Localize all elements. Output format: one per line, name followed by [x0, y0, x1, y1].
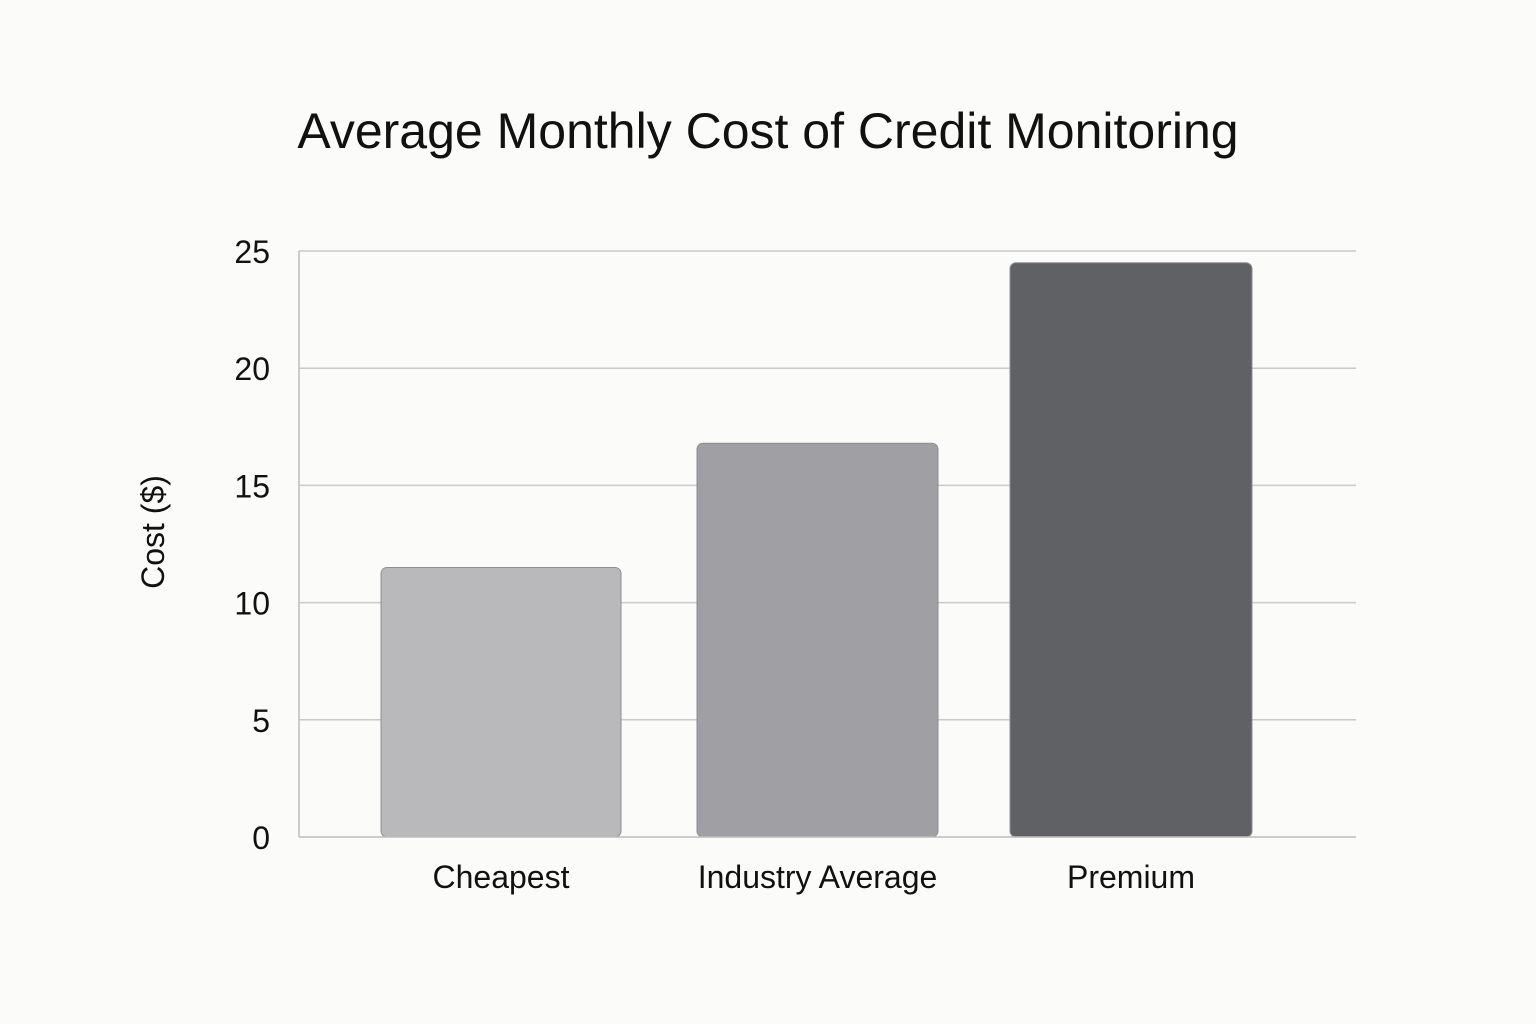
x-axis-ticks: Cheapest Industry Average Premium — [433, 859, 1196, 895]
y-tick-label: 10 — [234, 586, 270, 622]
x-tick-label: Cheapest — [433, 859, 570, 895]
y-tick-label: 15 — [234, 468, 270, 504]
x-tick-label: Industry Average — [698, 859, 938, 895]
y-tick-label: 5 — [252, 703, 270, 739]
chart-title: Average Monthly Cost of Credit Monitorin… — [297, 103, 1238, 159]
bar-premium — [1009, 262, 1253, 838]
bar-cheapest — [380, 566, 622, 838]
y-tick-label: 0 — [252, 820, 270, 856]
y-axis-label: Cost ($) — [135, 475, 171, 589]
x-tick-label: Premium — [1067, 859, 1195, 895]
y-axis-ticks: 0 5 10 15 20 25 — [234, 234, 270, 856]
y-tick-label: 25 — [234, 234, 270, 270]
y-tick-label: 20 — [234, 351, 270, 387]
bar-industry-average — [696, 442, 939, 838]
bars — [380, 262, 1253, 838]
